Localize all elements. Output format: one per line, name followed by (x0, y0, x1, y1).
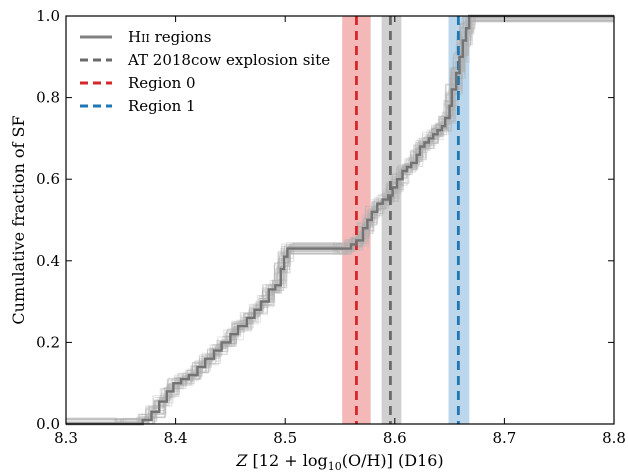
mc-draw-line (66, 15, 614, 425)
mc-draw-line (66, 20, 615, 425)
y-tick-label: 0.2 (36, 333, 60, 351)
mc-draw-line (66, 15, 615, 425)
mc-draw-line (66, 15, 615, 423)
y-axis-label: Cumulative fraction of SF (9, 115, 28, 324)
mc-draw-line (66, 15, 614, 425)
legend-label-hii: HII regions (128, 28, 211, 46)
legend: HII regions AT 2018cow explosion site Re… (80, 28, 330, 115)
mc-draw-line (66, 15, 615, 425)
plot-frame (65, 15, 615, 425)
y-tick-label: 0.6 (36, 170, 60, 188)
legend-item-region-0: Region 0 (80, 74, 196, 92)
legend-label-explosion-site: AT 2018cow explosion site (127, 51, 330, 69)
mc-draw-line (66, 15, 614, 424)
y-axis-ticks: 0.0 0.2 0.4 0.6 0.8 1.0 (36, 7, 614, 433)
legend-item-explosion-site: AT 2018cow explosion site (80, 51, 330, 69)
legend-item-hii-regions: HII regions (80, 28, 211, 46)
x-axis-ticks: 8.3 8.4 8.5 8.6 8.7 8.8 (54, 16, 626, 447)
mc-draw-line (66, 15, 614, 425)
mc-draw-line (66, 15, 615, 425)
y-tick-label: 0.8 (36, 89, 60, 107)
y-tick-label: 0.4 (36, 252, 60, 270)
mc-draw-line (66, 16, 615, 425)
x-tick-label: 8.6 (383, 429, 407, 447)
hii-regions-step (66, 14, 614, 426)
legend-item-region-1: Region 1 (80, 97, 196, 115)
mc-draw-line (66, 15, 614, 425)
mc-draw-line (66, 15, 614, 425)
vertical-lines (355, 16, 460, 424)
x-tick-label: 8.8 (602, 429, 626, 447)
legend-label-region-0: Region 0 (128, 74, 196, 92)
x-tick-label: 8.7 (492, 429, 516, 447)
mc-draw-line (66, 15, 614, 425)
y-tick-label: 1.0 (36, 7, 60, 25)
mc-draw-line (66, 18, 615, 425)
x-axis-label: Z [12 + log10(O/H)] (D16) (235, 451, 443, 472)
hii-regions-line (66, 14, 614, 426)
x-tick-label: 8.3 (54, 429, 78, 447)
y-tick-label: 0.0 (36, 415, 60, 433)
legend-label-region-1: Region 1 (128, 97, 196, 115)
mc-draw-line (66, 16, 615, 421)
x-tick-label: 8.4 (164, 429, 188, 447)
x-tick-label: 8.5 (273, 429, 297, 447)
